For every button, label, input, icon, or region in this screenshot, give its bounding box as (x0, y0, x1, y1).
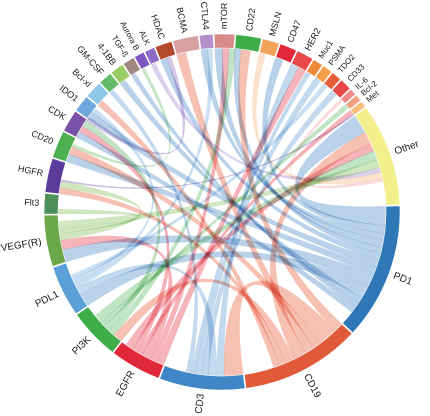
segment-arc-gm-csf (99, 72, 120, 94)
segment-label-ido1: IDO1 (58, 83, 81, 104)
segment-label-bcl-xl: Bcl-xl (70, 67, 93, 89)
segment-arc-cd33 (331, 79, 351, 99)
segment-arc-il-6 (340, 88, 356, 104)
segment-label-flt3: Flt3 (24, 197, 39, 208)
segment-arc-cdk (63, 110, 88, 138)
segment-arc-alk (144, 47, 160, 65)
segment-arc-flt3 (43, 192, 60, 215)
segment-arc-vegf-r (43, 214, 67, 267)
segment-label-cd3: CD3 (194, 393, 207, 415)
segment-arc-pd1 (342, 205, 401, 334)
segment-label-pdl1: PDL1 (33, 289, 61, 310)
segment-label-hdac: HDAC (149, 13, 167, 41)
segment-arc-pi3k (76, 306, 122, 353)
segment-label-cdk: CDK (46, 104, 67, 122)
segment-arc-cd20 (52, 131, 77, 162)
segment-label-egfr: EGFR (114, 369, 137, 399)
segment-arc-aurora-b (134, 51, 151, 70)
segment-arc-ctla4 (198, 33, 214, 50)
segment-arc-pdl1 (52, 262, 88, 315)
segment-label-other: Other (393, 139, 421, 158)
segment-arc-met (349, 100, 366, 116)
segment-arc-psma (314, 65, 333, 84)
segment-label-cd22: CD22 (244, 7, 257, 31)
segment-label-cd19: CD19 (301, 372, 323, 400)
segment-arc-mtor (213, 33, 236, 49)
segment-arc-tdo2 (323, 72, 341, 91)
segment-label-vegf-r: VEGF(R) (0, 237, 42, 255)
segment-arc-ido1 (75, 96, 98, 119)
segment-arc-tgf (122, 57, 141, 76)
segment-label-pd1: PD1 (392, 271, 414, 288)
segment-arc-cd19 (243, 323, 353, 389)
segment-arc-bcl-2 (345, 94, 362, 110)
segment-arc-her2 (291, 50, 314, 72)
segment-arc-4-1bb (110, 64, 131, 85)
segment-label-hgfr: HGFR (17, 163, 45, 178)
segment-label-cd47: CD47 (285, 19, 303, 44)
segment-label-msln: MSLN (267, 11, 284, 38)
segment-arc-bcma (172, 35, 201, 55)
segment-label-bcma: BCMA (175, 6, 190, 34)
ribbon-layer (57, 47, 387, 377)
segment-arc-hgfr (44, 157, 67, 195)
segment-arc-bcl-xl (86, 82, 110, 106)
segment-label-mtor: mTOR (219, 2, 229, 29)
segment-arc-layer (43, 33, 401, 391)
segment-label-pi3k: PI3K (70, 334, 94, 357)
segment-arc-hdac (154, 40, 176, 61)
segment-arc-cd3 (159, 365, 246, 391)
segment-arc-muc1 (306, 59, 323, 78)
segment-label-her2: HER2 (303, 26, 323, 52)
segment-label-ctla4: CTLA4 (199, 1, 211, 30)
segment-arc-cd22 (234, 34, 263, 53)
segment-arc-msln (259, 38, 280, 58)
segment-arc-egfr (112, 341, 165, 379)
segment-arc-other (354, 107, 401, 206)
segment-label-cd20: CD20 (30, 128, 55, 146)
segment-arc-cd47 (275, 43, 297, 64)
